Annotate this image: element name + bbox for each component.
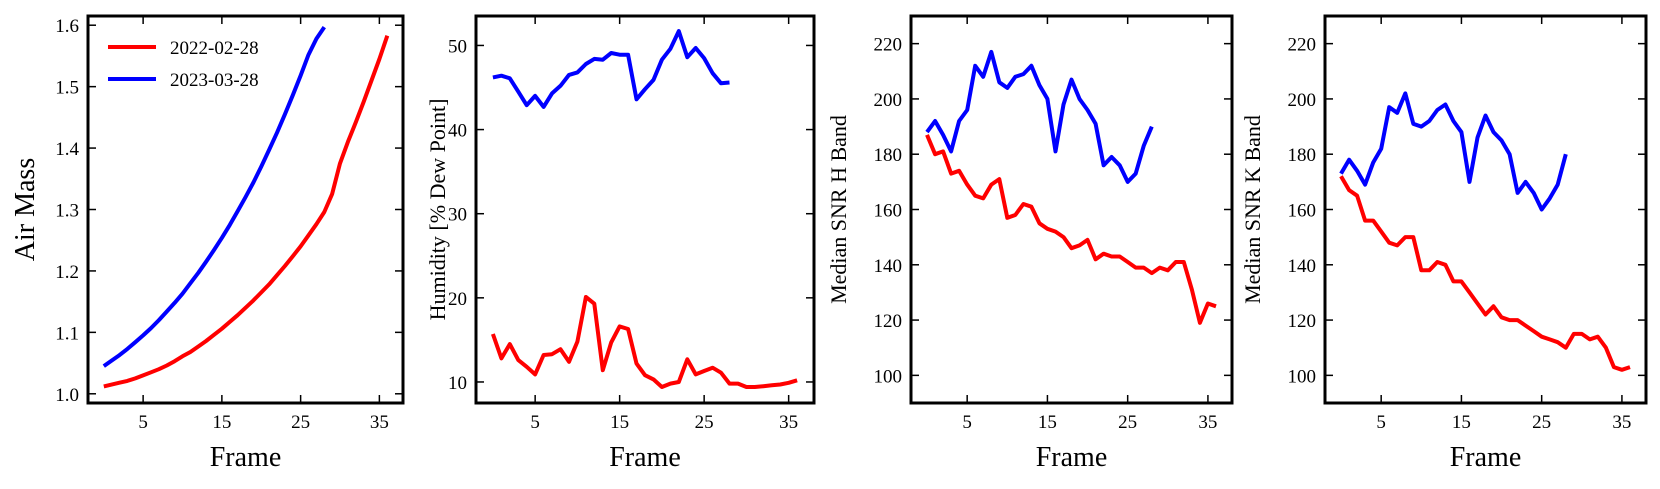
- y-tick-label: 220: [1288, 35, 1317, 56]
- x-axis-label: Frame: [210, 442, 282, 473]
- x-tick-label: 5: [530, 412, 540, 433]
- x-axis-label: Frame: [609, 442, 681, 473]
- x-tick-label: 25: [1118, 412, 1137, 433]
- y-tick-label: 1.6: [55, 16, 79, 37]
- series-line-blue: [925, 49, 1154, 184]
- y-tick-label: 1.0: [55, 385, 79, 406]
- y-tick-label: 1.4: [55, 139, 79, 160]
- x-tick-label: 15: [610, 412, 629, 433]
- x-tick-label: 35: [1198, 412, 1217, 433]
- x-tick-label: 25: [1532, 412, 1551, 433]
- chart-panel-2: 5 15 25 35 10 20 30 40 50 Frame Humidity [% Dew Po…: [425, 14, 816, 473]
- x-tick-label: 35: [1612, 412, 1631, 433]
- legend: 2022-02-28 2023-03-28: [108, 38, 259, 91]
- series-line-red: [1339, 175, 1631, 372]
- y-tick-label: 160: [1288, 201, 1317, 222]
- y-tick-label: 10: [448, 373, 467, 394]
- chart-panel-3: 5 15 25 35 100 120 140 160 180 200 220 Frame Median …: [826, 14, 1234, 473]
- y-tick-label: 20: [448, 289, 467, 310]
- y-tick-label: 140: [1288, 256, 1317, 277]
- y-tick-label: 100: [1288, 366, 1317, 387]
- x-tick-label: 25: [695, 412, 714, 433]
- plot-frame: [474, 14, 816, 405]
- chart-panel-1: 5 15 25 35 1.0 1.1 1.2 1.3 1.4 1.5 1.6 Frame Air Mas…: [10, 14, 405, 473]
- y-axis-label: Humidity [% Dew Point]: [425, 99, 450, 321]
- y-tick-label: 1.5: [55, 78, 79, 99]
- x-tick-label: 15: [212, 412, 231, 433]
- y-axis-label: Median SNR K Band: [1240, 115, 1265, 304]
- y-tick-label: 140: [874, 256, 903, 277]
- series-line-blue: [102, 25, 326, 368]
- series-line-red: [491, 295, 798, 389]
- series-line-blue: [1339, 91, 1568, 212]
- y-tick-label: 200: [874, 90, 903, 111]
- y-tick-label: 180: [874, 145, 903, 166]
- legend-label: 2023-03-28: [170, 70, 259, 91]
- y-tick-label: 200: [1288, 90, 1317, 111]
- x-tick-label: 5: [962, 412, 972, 433]
- y-tick-label: 120: [874, 311, 903, 332]
- x-tick-label: 15: [1452, 412, 1471, 433]
- y-axis-label: Air Mass: [10, 158, 41, 261]
- y-tick-label: 1.1: [55, 323, 79, 344]
- x-axis-label: Frame: [1450, 442, 1522, 473]
- y-tick-label: 40: [448, 121, 467, 142]
- y-tick-label: 160: [874, 201, 903, 222]
- x-tick-label: 5: [138, 412, 148, 433]
- y-tick-label: 120: [1288, 311, 1317, 332]
- chart-panel-4: 5 15 25 35 100 120 140 160 180 200 220 Frame Median …: [1240, 14, 1648, 473]
- x-tick-label: 15: [1038, 412, 1057, 433]
- y-tick-label: 50: [448, 36, 467, 57]
- legend-label: 2022-02-28: [170, 38, 259, 59]
- x-tick-label: 25: [291, 412, 310, 433]
- series-line-red: [103, 35, 390, 389]
- y-tick-label: 1.3: [55, 201, 79, 222]
- x-tick-label: 35: [370, 412, 389, 433]
- y-tick-label: 220: [874, 35, 903, 56]
- x-tick-label: 5: [1376, 412, 1386, 433]
- y-tick-label: 30: [448, 205, 467, 226]
- series-line-red: [925, 134, 1217, 325]
- series-line-blue: [492, 29, 730, 109]
- y-tick-label: 1.2: [55, 262, 79, 283]
- y-axis-label: Median SNR H Band: [826, 115, 851, 304]
- y-tick-label: 100: [874, 366, 903, 387]
- x-axis-label: Frame: [1036, 442, 1108, 473]
- y-tick-label: 180: [1288, 145, 1317, 166]
- x-tick-label: 35: [779, 412, 798, 433]
- plot-frame: [1323, 14, 1648, 405]
- plot-frame: [909, 14, 1234, 405]
